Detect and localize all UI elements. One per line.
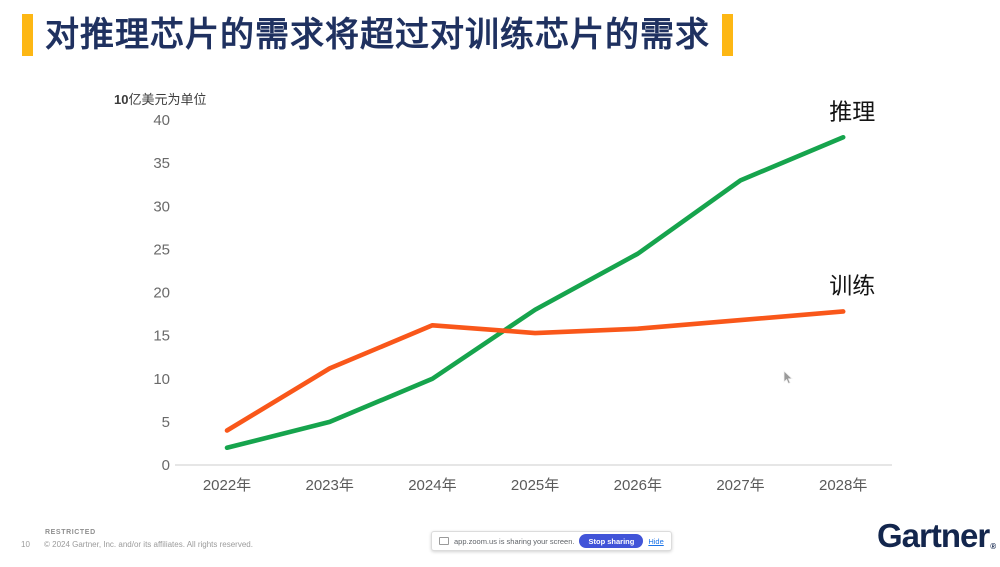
x-tick-label: 2027年 [716,477,764,494]
x-tick-label: 2022年 [203,477,251,494]
x-tick-label: 2026年 [614,477,662,494]
screen-share-bar: app.zoom.us is sharing your screen. Stop… [431,531,672,551]
unit-label-number: 10 [114,92,129,107]
gartner-logo: Gartner® [877,517,996,555]
y-tick-label: 5 [162,414,170,431]
share-message: app.zoom.us is sharing your screen. [454,536,575,546]
x-tick-label: 2023年 [306,477,354,494]
y-tick-label: 30 [153,198,170,215]
restricted-label: RESTRICTED [45,529,96,536]
y-axis-unit-label: 10亿美元为单位 [114,89,206,108]
title-accent-bar-left [22,14,33,56]
y-tick-label: 35 [153,155,170,172]
x-tick-label: 2024年 [408,477,456,494]
y-tick-label: 25 [153,241,170,258]
copyright-text: © 2024 Gartner, Inc. and/or its affiliat… [44,540,253,549]
slide-title-block: 对推理芯片的需求将超过对训练芯片的需求 [22,14,733,56]
y-tick-label: 40 [153,112,170,129]
mouse-cursor-icon [783,370,793,385]
y-tick-label: 10 [153,371,170,388]
series-label-0: 推理 [829,99,875,125]
title-accent-bar-right [722,14,733,56]
x-tick-label: 2025年 [511,477,559,494]
unit-label-text: 亿美元为单位 [128,92,207,107]
monitor-icon [439,537,449,545]
y-tick-label: 20 [153,285,170,302]
y-tick-label: 15 [153,328,170,345]
hide-share-bar-link[interactable]: Hide [648,536,664,546]
series-line-0 [224,134,846,451]
registered-mark: ® [990,542,996,551]
series-label-1: 训练 [829,273,875,299]
gartner-logo-text: Gartner [877,517,990,554]
page-title: 对推理芯片的需求将超过对训练芯片的需求 [45,15,710,55]
series-line-1 [224,309,846,433]
y-tick-label: 0 [162,457,170,474]
stop-sharing-button[interactable]: Stop sharing [579,534,644,548]
page-number: 10 [21,540,30,549]
x-tick-label: 2028年 [819,477,867,494]
